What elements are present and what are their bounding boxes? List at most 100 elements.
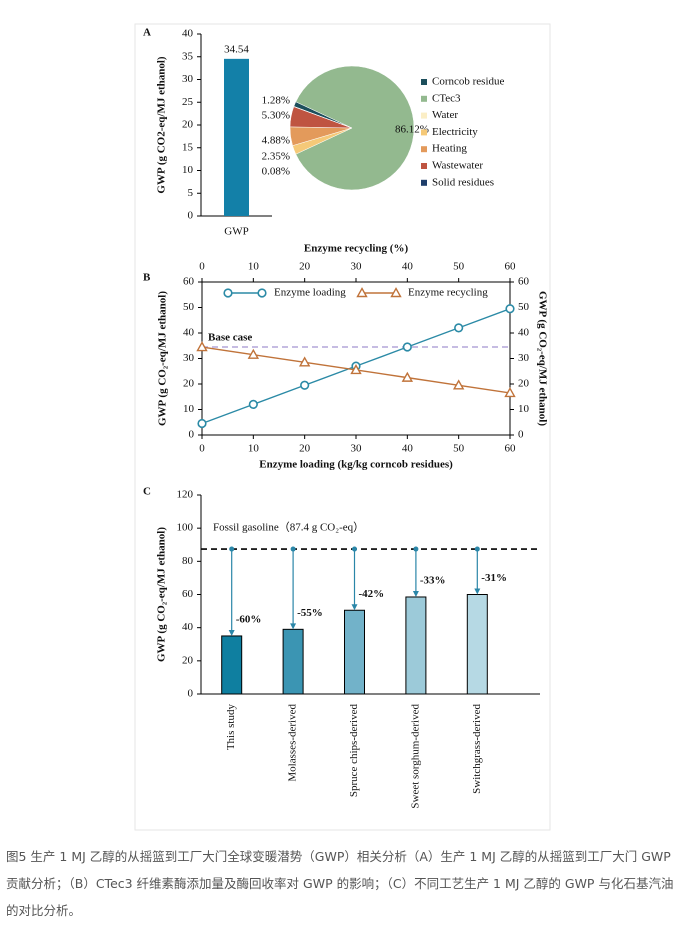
y-tick-label: 30: [182, 73, 194, 85]
reduction-label: -60%: [236, 613, 262, 625]
bar: [224, 58, 249, 216]
figure: 0 5 10 15 20 25 30 35 40 GWP (g CO2-eq/MJ ethanol…: [134, 23, 551, 831]
legend-swatch: [421, 179, 427, 186]
x-tick-label: Molasses-derived: [287, 704, 299, 782]
y-tick-label: 100: [177, 522, 194, 534]
marker: [454, 323, 464, 333]
x2-tick-label: 60: [505, 261, 517, 273]
x-tick-label: 60: [505, 443, 517, 455]
y-tick-label: 25: [182, 96, 194, 108]
y2-tick-label: 0: [518, 429, 524, 441]
x-tick-label: Sweet sorghum-derived: [409, 704, 421, 809]
y-tick-label: 60: [183, 276, 195, 288]
x-tick-label: 20: [299, 443, 311, 455]
legend-label: Enzyme loading: [274, 287, 346, 299]
arrow-head: [351, 604, 358, 611]
x2-tick-label: 40: [402, 261, 414, 273]
y-tick-label: 50: [183, 301, 195, 313]
y-tick-label: 15: [182, 141, 194, 153]
y-tick-label: 20: [182, 119, 194, 131]
x2-tick-label: 50: [453, 261, 465, 273]
marker: [505, 304, 515, 314]
bar: [344, 609, 365, 695]
x2-tick-label: 0: [199, 261, 205, 273]
marker: [390, 287, 402, 298]
reduction-label: -55%: [297, 607, 323, 619]
y-tick-label: 40: [182, 28, 194, 40]
value-label: 34.54: [224, 43, 249, 55]
x2-tick-label: 20: [299, 261, 311, 273]
y-tick-label: 40: [183, 327, 195, 339]
marker: [504, 386, 516, 398]
legend-swatch: [421, 79, 427, 85]
legend-swatch: [421, 129, 427, 136]
y-axis-label: GWP (g CO2-eq/MJ ethanol): [156, 56, 168, 194]
y2-tick-label: 60: [518, 276, 530, 288]
marker: [197, 418, 207, 429]
y2-tick-label: 50: [518, 301, 530, 313]
slice-label: 2.35%: [262, 151, 290, 163]
marker: [196, 341, 208, 352]
marker: [298, 356, 311, 367]
legend-swatch: [421, 163, 427, 169]
marker: [223, 288, 233, 298]
y-tick-label: 5: [188, 187, 194, 199]
caption: 图5 生产 1 MJ 乙醇的从摇篮到工厂大门全球变暖潜势（GWP）相关分析（A）…: [6, 849, 674, 918]
reduction-label: -31%: [481, 572, 507, 584]
y2-tick-label: 10: [518, 403, 530, 415]
x2-axis-label: Enzyme recycling (%): [304, 243, 409, 255]
y-tick-label: 120: [177, 489, 194, 501]
reference-label: Fossil gasoline（87.4 g CO₂-eq）: [213, 521, 364, 534]
slice-label: 1.28%: [262, 95, 290, 107]
marker: [257, 288, 267, 298]
marker: [248, 399, 258, 410]
legend-swatch: [421, 95, 427, 102]
bar: [221, 635, 243, 695]
y-tick-label: 10: [183, 403, 195, 415]
x-tick-label: 50: [453, 443, 465, 455]
x-tick-label: GWP: [224, 226, 248, 238]
bar: [405, 596, 427, 695]
x-tick-label: Spruce chips-derived: [348, 704, 360, 798]
y-tick-label: 35: [182, 50, 194, 62]
y2-tick-label: 20: [518, 378, 530, 390]
x-tick-label: 40: [402, 443, 414, 455]
y2-tick-label: 40: [518, 327, 530, 339]
x-tick-label: Switchgrass-derived: [471, 704, 483, 794]
y-tick-label: 0: [188, 688, 194, 700]
y-axis-label: GWP (g CO₂-eq/MJ ethanol): [156, 527, 168, 662]
legend-label: Water: [432, 109, 458, 121]
x-tick-label: This study: [225, 704, 237, 751]
bar: [466, 594, 488, 695]
reduction-label: -33%: [420, 575, 446, 587]
reduction-label: -42%: [359, 588, 385, 600]
arrow-head: [228, 629, 235, 636]
legend-swatch: [421, 112, 427, 119]
legend-label: Corncob residue: [432, 76, 505, 88]
legend-swatch: [421, 146, 427, 153]
x2-tick-label: 30: [351, 261, 363, 273]
slice-label: 0.08%: [262, 166, 290, 178]
arrow-head: [290, 623, 297, 630]
x-axis-label: Enzyme loading (kg/kg corncob residues): [259, 459, 453, 471]
bar: [282, 628, 304, 695]
arrow-head: [412, 590, 419, 597]
x-tick-label: 30: [351, 443, 363, 455]
y2-tick-label: 30: [518, 352, 530, 364]
y-tick-label: 60: [182, 588, 194, 600]
slice-label: 5.30%: [262, 110, 290, 122]
marker: [401, 371, 414, 382]
legend-label: Electricity: [432, 126, 478, 138]
y2-axis-label: GWP (g CO₂-eq/MJ ethanol): [536, 291, 548, 426]
legend-label: Solid residues: [432, 176, 494, 188]
x-tick-label: 10: [248, 443, 260, 455]
marker: [452, 379, 465, 390]
arrow-head: [474, 588, 481, 595]
panel-label: A: [143, 27, 151, 39]
reference-label: Base case: [208, 332, 252, 344]
legend-label: Wastewater: [432, 160, 483, 172]
marker: [350, 364, 362, 375]
panel-label: B: [143, 272, 151, 284]
legend-label: Enzyme recycling: [408, 287, 488, 299]
legend-label: CTec3: [432, 92, 461, 104]
